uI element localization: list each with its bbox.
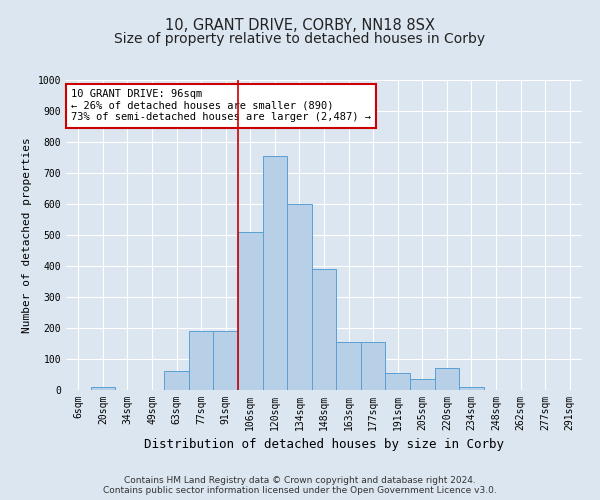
Bar — [434, 368, 459, 390]
Text: 10, GRANT DRIVE, CORBY, NN18 8SX: 10, GRANT DRIVE, CORBY, NN18 8SX — [165, 18, 435, 32]
Bar — [164, 372, 189, 390]
Bar — [459, 387, 484, 390]
Bar — [385, 373, 410, 390]
Bar — [361, 342, 385, 390]
Text: 10 GRANT DRIVE: 96sqm
← 26% of detached houses are smaller (890)
73% of semi-det: 10 GRANT DRIVE: 96sqm ← 26% of detached … — [71, 90, 371, 122]
Bar — [214, 331, 238, 390]
X-axis label: Distribution of detached houses by size in Corby: Distribution of detached houses by size … — [144, 438, 504, 452]
Bar — [287, 204, 312, 390]
Bar — [238, 232, 263, 390]
Text: Size of property relative to detached houses in Corby: Size of property relative to detached ho… — [115, 32, 485, 46]
Y-axis label: Number of detached properties: Number of detached properties — [22, 137, 32, 333]
Text: Contains HM Land Registry data © Crown copyright and database right 2024.
Contai: Contains HM Land Registry data © Crown c… — [103, 476, 497, 495]
Bar — [189, 331, 214, 390]
Bar — [312, 269, 336, 390]
Bar — [263, 156, 287, 390]
Bar — [410, 379, 434, 390]
Bar — [336, 342, 361, 390]
Bar — [91, 387, 115, 390]
